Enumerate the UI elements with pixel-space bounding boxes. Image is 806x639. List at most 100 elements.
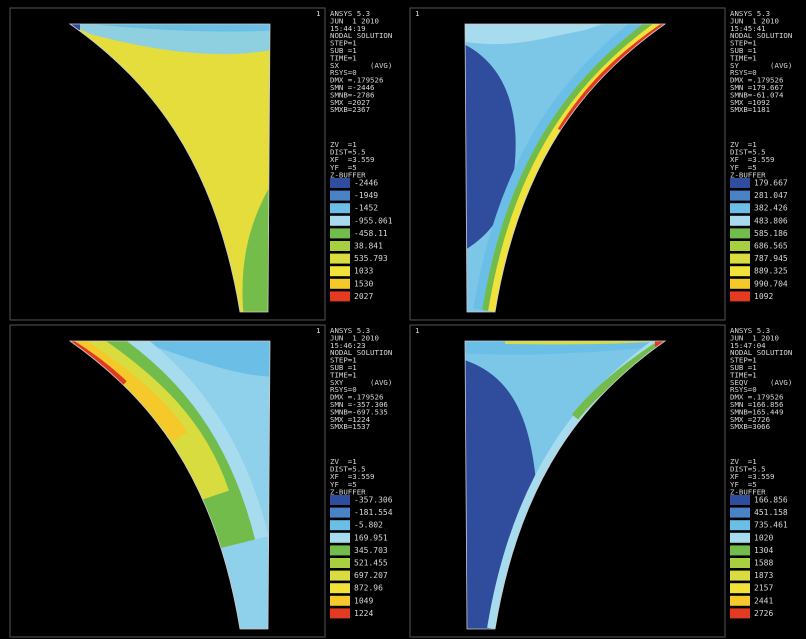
info-line: RSYS=0 <box>730 68 757 77</box>
info-line: SMN =-357.306 <box>330 400 388 409</box>
info-line: XF =3.559 <box>730 155 775 164</box>
info-line: DIST=5.5 <box>730 465 766 474</box>
legend-label: 585.186 <box>754 229 788 238</box>
legend-label: 1530 <box>354 279 373 288</box>
info-line: SY (AVG) <box>730 61 792 70</box>
legend-swatch <box>330 190 350 201</box>
info-line: SMX =1092 <box>730 98 770 107</box>
window-number: 1 <box>415 9 419 18</box>
info-line: ANSYS 5.3 <box>330 326 370 335</box>
info-line: XF =3.559 <box>730 472 775 481</box>
legend-swatch <box>330 291 350 302</box>
info-line: SMX =1224 <box>330 415 371 424</box>
info-line: RSYS=0 <box>330 68 357 77</box>
legend-label: 38.841 <box>354 242 383 251</box>
info-line: Z-BUFFER <box>730 170 766 179</box>
info-line: Z-BUFFER <box>730 487 766 496</box>
legend-swatch <box>730 545 750 556</box>
contour-band <box>70 24 270 32</box>
legend-label: 1304 <box>754 546 773 555</box>
legend-swatch <box>330 253 350 264</box>
legend-swatch <box>330 203 350 214</box>
info-line: NODAL SOLUTION <box>730 348 792 357</box>
legend-label: 451.158 <box>754 508 788 517</box>
contour-band <box>655 341 665 347</box>
legend-swatch <box>730 570 750 581</box>
legend-label: 1020 <box>754 533 773 542</box>
info-line: TIME=1 <box>330 370 357 379</box>
legend-swatch <box>730 178 750 188</box>
info-line: SUB =1 <box>330 46 357 55</box>
legend-swatch <box>730 228 750 239</box>
legend-label: 166.856 <box>754 496 788 505</box>
info-line: SUB =1 <box>730 363 757 372</box>
legend-label: 521.455 <box>354 559 388 568</box>
legend-label: -2446 <box>354 179 378 188</box>
legend-swatch <box>730 595 750 606</box>
info-line: SMX =2726 <box>730 415 770 424</box>
legend-swatch <box>730 520 750 531</box>
info-line: SMX =2027 <box>330 98 370 107</box>
info-line: SEQV (AVG) <box>730 378 792 387</box>
contour-band <box>465 24 615 45</box>
legend-swatch <box>730 558 750 568</box>
legend-swatch <box>330 608 350 619</box>
info-line: JUN 1 2010 <box>330 16 379 25</box>
info-line: SMXB=1537 <box>330 422 370 431</box>
legend-swatch <box>730 215 750 226</box>
info-line: YF =5 <box>730 480 757 489</box>
legend-label: 483.806 <box>754 216 788 225</box>
model-outline <box>68 23 271 313</box>
info-line: ZV =1 <box>330 457 357 466</box>
legend-swatch <box>330 583 350 594</box>
info-line: ANSYS 5.3 <box>330 9 370 18</box>
legend-swatch <box>730 495 750 505</box>
legend-swatch <box>730 291 750 302</box>
legend-label: 872.96 <box>354 584 383 593</box>
legend-label: 535.793 <box>354 254 388 263</box>
legend-label: -1949 <box>354 191 378 200</box>
model-outline <box>464 340 667 630</box>
info-line: 15:44:19 <box>330 24 366 33</box>
info-line: NODAL SOLUTION <box>330 31 392 40</box>
legend-label: 2027 <box>354 292 373 301</box>
info-line: 15:46:23 <box>330 341 366 350</box>
legend-label: 281.047 <box>754 191 788 200</box>
info-line: SMNB=165.449 <box>730 407 783 416</box>
contour-band <box>505 341 665 345</box>
info-line: JUN 1 2010 <box>330 333 379 342</box>
info-line: JUN 1 2010 <box>730 333 779 342</box>
window-number: 1 <box>316 9 320 18</box>
legend-swatch <box>730 608 750 619</box>
info-line: STEP=1 <box>330 39 357 48</box>
info-line: DIST=5.5 <box>330 148 366 157</box>
info-line: SMXB=1181 <box>730 105 770 114</box>
info-line: SMN =-2446 <box>330 83 375 92</box>
info-line: TIME=1 <box>730 370 757 379</box>
legend-swatch <box>330 178 350 188</box>
legend-label: -955.061 <box>354 216 393 225</box>
legend-label: 1873 <box>754 571 773 580</box>
info-line: SMXB=2367 <box>330 105 370 114</box>
contour-band <box>465 40 516 255</box>
legend-swatch <box>330 532 350 543</box>
info-line: Z-BUFFER <box>330 487 366 496</box>
legend-swatch <box>730 507 750 518</box>
legend-label: -458.11 <box>354 229 388 238</box>
contour-band <box>70 24 80 30</box>
legend-swatch <box>330 241 350 251</box>
info-line: ZV =1 <box>330 140 357 149</box>
legend-swatch <box>330 278 350 289</box>
info-line: SMXB=3066 <box>730 422 770 431</box>
info-line: STEP=1 <box>330 356 357 365</box>
info-line: 15:47:04 <box>730 341 766 350</box>
legend-label: -1452 <box>354 204 378 213</box>
legend-label: 787.945 <box>754 254 788 263</box>
info-line: YF =5 <box>330 163 357 172</box>
legend-swatch <box>730 583 750 594</box>
info-line: SMNB=-61.074 <box>730 90 784 99</box>
info-line: NODAL SOLUTION <box>730 31 792 40</box>
legend-label: 2441 <box>754 596 773 605</box>
